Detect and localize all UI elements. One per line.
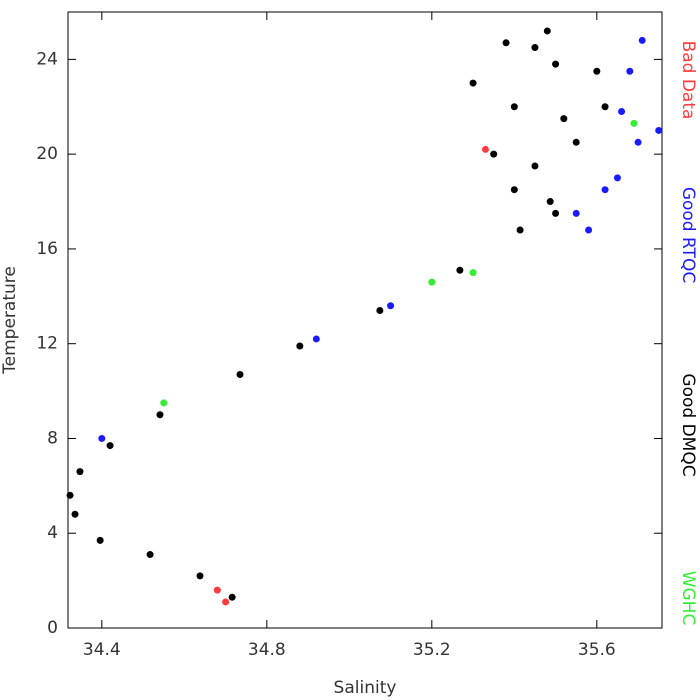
legend-entry: Good RTQC [678,187,698,283]
data-point [531,44,539,52]
data-point [613,174,621,182]
data-point [560,115,568,123]
data-point [638,36,646,44]
data-point [146,551,154,559]
data-point [516,226,524,234]
data-point [296,342,304,350]
data-point [376,307,384,315]
data-point [510,186,518,194]
data-point [98,434,106,442]
data-point [228,593,236,601]
data-point [552,60,560,68]
y-axis-label: Temperature [0,266,20,375]
legend-entry: WGHC [678,571,698,626]
data-point [593,67,601,75]
data-point [531,162,539,170]
data-point [66,491,74,499]
data-point [213,586,221,594]
legend-entry: Bad Data [678,41,698,120]
data-point [96,536,104,544]
x-tick-label: 34.4 [83,640,121,660]
data-point [543,27,551,35]
y-tick-label: 24 [36,49,58,69]
data-point [626,67,634,75]
data-point [469,79,477,87]
data-point [236,370,244,378]
data-point [312,335,320,343]
data-point [546,198,554,206]
data-point [106,442,114,450]
x-tick-label: 34.8 [248,640,286,660]
x-tick-label: 35.6 [578,640,616,660]
data-point [469,269,477,277]
data-point [572,209,580,217]
y-tick-label: 12 [36,334,58,354]
data-point [585,226,593,234]
data-point [428,278,436,286]
plot-frame [67,11,663,629]
y-tick-label: 20 [36,144,58,164]
data-point [634,138,642,146]
data-point [510,103,518,111]
y-tick-label: 8 [47,428,58,448]
data-point [630,119,638,127]
data-point [387,302,395,310]
data-point [196,572,204,580]
data-point [618,108,626,116]
data-point [156,411,164,419]
data-point [601,103,609,111]
x-tick-label: 35.2 [413,640,451,660]
data-point [601,186,609,194]
data-point [456,266,464,274]
legend-entry: Good DMQC [678,373,698,476]
data-point [76,468,84,476]
data-point [490,150,498,158]
data-point [655,126,663,134]
data-point [502,39,510,47]
data-point [71,510,79,518]
data-point [481,145,489,153]
y-tick-label: 0 [47,618,58,638]
data-point [552,209,560,217]
y-tick-label: 4 [47,523,58,543]
data-point [572,138,580,146]
x-axis-label: Salinity [334,678,397,698]
data-point [160,399,168,407]
data-point [222,598,230,606]
y-tick-label: 16 [36,239,58,259]
